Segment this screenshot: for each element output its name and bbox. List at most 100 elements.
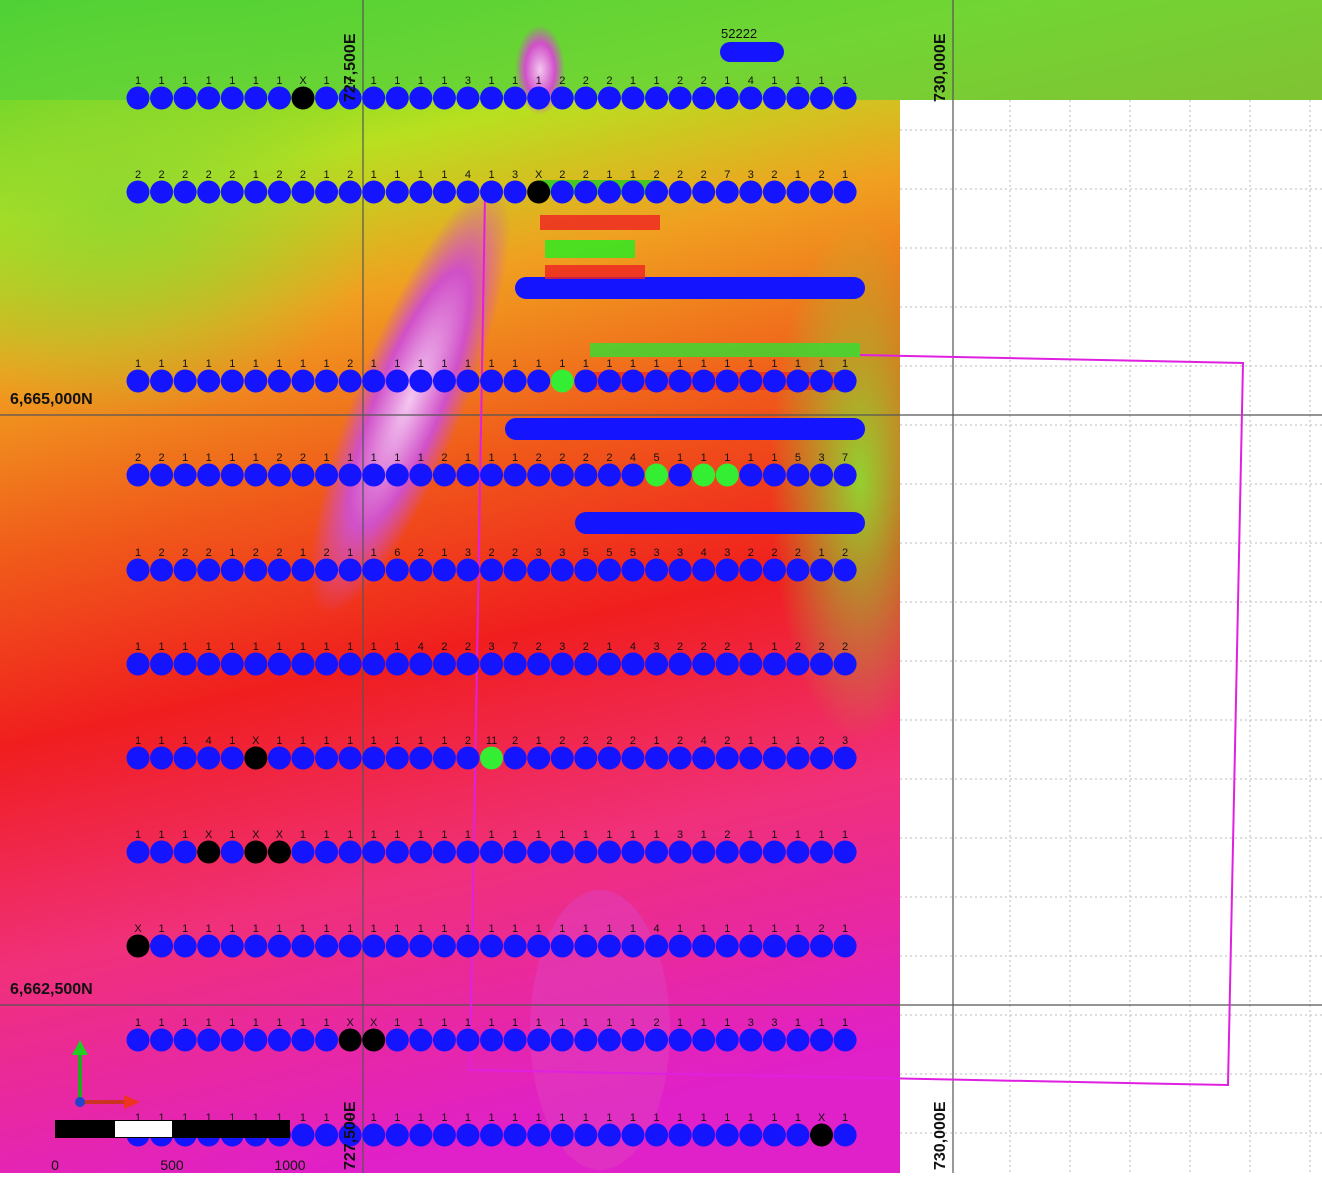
sample-dot <box>268 747 291 770</box>
sample-dot <box>456 464 479 487</box>
sample-dot <box>645 181 668 204</box>
sample-label: 1 <box>394 641 400 653</box>
sample-label: 1 <box>818 75 824 87</box>
sample-dot <box>551 747 574 770</box>
sample-label: 2 <box>701 169 707 181</box>
sample-dot <box>716 935 739 958</box>
sample-label: 1 <box>701 923 707 935</box>
sample-dot <box>150 181 173 204</box>
sample-dot <box>504 181 527 204</box>
sample-label: 1 <box>842 75 848 87</box>
sample-label: 1 <box>206 1017 212 1029</box>
sample-label: 3 <box>842 735 848 747</box>
sample-dot <box>527 935 550 958</box>
sample-dot <box>598 181 621 204</box>
sample-label: 1 <box>371 75 377 87</box>
sample-label: 1 <box>771 641 777 653</box>
sample-label: 1 <box>701 358 707 370</box>
sample-label: 1 <box>371 358 377 370</box>
sample-dot <box>480 1124 503 1147</box>
sample-label: 2 <box>441 452 447 464</box>
sample-label: 1 <box>677 452 683 464</box>
sample-dot <box>504 87 527 110</box>
sample-label: 1 <box>677 1112 683 1124</box>
sample-dot <box>386 747 409 770</box>
sample-dot <box>527 1124 550 1147</box>
sample-label: 6 <box>394 547 400 559</box>
sample-label: 1 <box>748 829 754 841</box>
sample-dot <box>386 935 409 958</box>
sample-dot <box>669 1124 692 1147</box>
sample-label: 3 <box>653 547 659 559</box>
sample-dot <box>315 559 338 582</box>
sample-dot <box>598 747 621 770</box>
sample-dot <box>692 1124 715 1147</box>
sample-dot <box>480 841 503 864</box>
sample-dot <box>362 464 385 487</box>
sample-label: 1 <box>677 1017 683 1029</box>
sample-label: 1 <box>512 829 518 841</box>
sample-label: 2 <box>559 735 565 747</box>
sample-label: 1 <box>748 452 754 464</box>
sample-dot <box>127 1029 150 1052</box>
sample-dot <box>244 87 267 110</box>
clutter <box>540 215 660 230</box>
sample-dot <box>362 1124 385 1147</box>
sample-label: 1 <box>300 547 306 559</box>
sample-dot <box>244 181 267 204</box>
sample-label: 1 <box>394 1112 400 1124</box>
sample-dot <box>786 87 809 110</box>
sample-dot <box>504 1029 527 1052</box>
sample-label: 1 <box>300 923 306 935</box>
sample-dot <box>598 935 621 958</box>
sample-dot <box>456 841 479 864</box>
sample-dot <box>669 1029 692 1052</box>
sample-dot <box>527 653 550 676</box>
sample-label: 2 <box>818 169 824 181</box>
sample-dot <box>456 935 479 958</box>
sample-dot <box>692 935 715 958</box>
sample-label: X <box>370 1017 378 1029</box>
sample-label: 2 <box>206 547 212 559</box>
sample-dot <box>456 747 479 770</box>
sample-dot <box>362 181 385 204</box>
sample-dot <box>810 653 833 676</box>
sample-label: 1 <box>630 1017 636 1029</box>
sample-label: 1 <box>488 169 494 181</box>
sample-dot <box>480 370 503 393</box>
sample-dot <box>174 841 197 864</box>
sample-dot <box>810 1029 833 1052</box>
sample-label: 1 <box>418 1017 424 1029</box>
sample-dot <box>716 181 739 204</box>
sample-dot <box>645 935 668 958</box>
sample-label: 2 <box>583 641 589 653</box>
sample-dot <box>480 935 503 958</box>
sample-label: 1 <box>323 923 329 935</box>
sample-dot <box>810 841 833 864</box>
sample-label: X <box>252 829 260 841</box>
sample-label: 1 <box>394 735 400 747</box>
sample-label: 4 <box>418 641 424 653</box>
sample-dot <box>527 87 550 110</box>
sample-label: 1 <box>842 829 848 841</box>
sample-dot <box>763 935 786 958</box>
sample-label: 1 <box>300 358 306 370</box>
sample-dot <box>291 841 314 864</box>
sample-label: 1 <box>182 358 188 370</box>
sample-label: 1 <box>653 75 659 87</box>
sample-dot <box>645 87 668 110</box>
sample-dot <box>362 653 385 676</box>
sample-label: 1 <box>842 169 848 181</box>
sample-dot <box>480 559 503 582</box>
sample-label: 1 <box>229 735 235 747</box>
sample-label: 1 <box>606 1112 612 1124</box>
sample-label: 1 <box>394 75 400 87</box>
sample-dot <box>197 464 220 487</box>
sample-dot <box>409 181 432 204</box>
sample-label: 1 <box>724 1112 730 1124</box>
sample-label: 1 <box>512 358 518 370</box>
sample-dot <box>669 841 692 864</box>
sample-label: 1 <box>795 829 801 841</box>
sample-dot <box>339 935 362 958</box>
sample-dot <box>409 747 432 770</box>
